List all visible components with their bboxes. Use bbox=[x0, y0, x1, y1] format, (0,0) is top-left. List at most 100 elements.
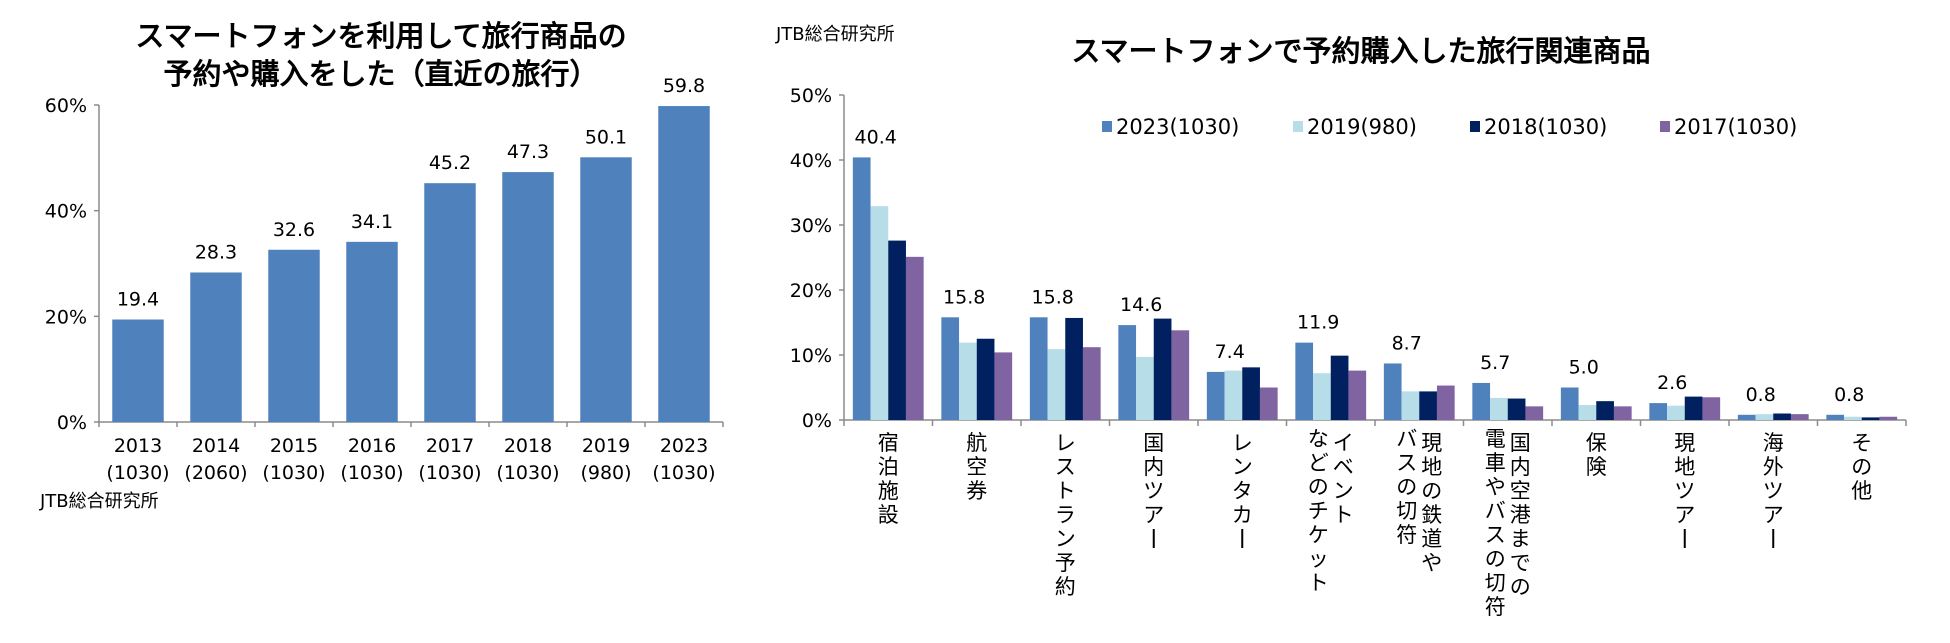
data-label: 8.7 bbox=[1392, 332, 1422, 354]
x-tick-char: ベ bbox=[1333, 455, 1354, 479]
y-tick-label: 10% bbox=[790, 345, 832, 367]
legend-label: 2017(1030) bbox=[1674, 115, 1797, 139]
x-tick-label-year: 2013 bbox=[114, 435, 162, 457]
bar bbox=[580, 157, 632, 422]
x-tick-label-sample: (1030) bbox=[106, 462, 169, 484]
x-tick-char: 港 bbox=[1510, 503, 1531, 527]
data-label: 45.2 bbox=[429, 152, 471, 174]
x-tick-char: ま bbox=[1510, 527, 1531, 551]
x-tick-char: 海 bbox=[1763, 431, 1784, 455]
x-tick-char: 内 bbox=[1143, 455, 1164, 479]
x-tick-char: の bbox=[1421, 479, 1442, 503]
bar-2023 bbox=[1649, 403, 1668, 420]
x-tick-char: ス bbox=[1055, 455, 1076, 479]
x-tick-char: 符 bbox=[1396, 523, 1417, 547]
legend-item: 2023(1030) bbox=[1102, 115, 1239, 139]
chart-title-line-1: スマートフォンを利用して旅行商品の bbox=[135, 19, 626, 53]
x-tick-char: 内 bbox=[1510, 455, 1531, 479]
bar-2018 bbox=[1684, 396, 1703, 420]
x-tick-char: の bbox=[1510, 575, 1531, 599]
legend-swatch bbox=[1470, 121, 1480, 132]
x-tick-char: ス bbox=[1485, 523, 1506, 547]
y-tick-label: 50% bbox=[790, 85, 832, 107]
chart-legend: 2023(1030) 2019(980) 2018(1030) 2017(1030) bbox=[1102, 115, 1797, 139]
chart-data-labels: 19.4 28.3 32.6 34.1 45.2 47.3 50.1 59.8 bbox=[117, 75, 705, 310]
x-tick-char: 現 bbox=[1421, 431, 1442, 455]
bar-2019 bbox=[1313, 373, 1331, 420]
bar-2018 bbox=[1065, 317, 1083, 420]
x-tick-char: ツ bbox=[1763, 479, 1784, 503]
x-tick-char: チ bbox=[1308, 499, 1329, 523]
data-label: 40.4 bbox=[855, 126, 897, 148]
x-tick-char: 宿 bbox=[878, 431, 899, 455]
x-tick-char: 地 bbox=[1674, 455, 1695, 479]
x-tick-char: バ bbox=[1396, 427, 1417, 451]
bar-2018 bbox=[976, 338, 995, 420]
bar-2018 bbox=[1507, 398, 1526, 420]
bar-2023 bbox=[941, 317, 960, 420]
x-tick-label-sample: (980) bbox=[580, 462, 631, 484]
x-tick-label-year: 2017 bbox=[426, 435, 474, 457]
x-tick-char: ツ bbox=[1674, 479, 1695, 503]
chart-x-tick-labels: 宿泊施設航空券レストラン予約国内ツアレンタカイベントなどのチケット現地の鉄道やバ… bbox=[878, 427, 1873, 619]
bar-2023 bbox=[1295, 342, 1314, 420]
bar-2019 bbox=[1490, 397, 1508, 420]
x-tick-char: 約 bbox=[1055, 575, 1076, 599]
x-tick-char: の bbox=[1396, 475, 1417, 499]
bar-2019 bbox=[1667, 405, 1685, 420]
x-tick-label-sample: (1030) bbox=[496, 462, 559, 484]
x-tick-label-year: 2015 bbox=[270, 435, 318, 457]
data-label: 15.8 bbox=[1032, 286, 1074, 308]
chart-data-labels: 40.4 15.8 15.8 14.6 7.4 11.9 8.7 5.7 5.0 2.6 0.8 0.… bbox=[855, 126, 1865, 405]
legend-label: 2023(1030) bbox=[1116, 115, 1239, 139]
chart-smartphone-booking-trend: スマートフォンを利用して旅行商品の 予約や購入をした（直近の旅行） JTB総合研… bbox=[39, 19, 724, 512]
chart-x-tick-labels: 2013 (1030) 2014 (2060) 2015 (1030) 2016 (1030)… bbox=[106, 435, 715, 484]
data-label: 11.9 bbox=[1297, 312, 1339, 334]
bar-2018 bbox=[888, 240, 906, 420]
x-tick-char: 符 bbox=[1485, 595, 1506, 619]
x-tick-label-sample: (1030) bbox=[262, 462, 325, 484]
y-tick-label: 30% bbox=[790, 215, 832, 237]
bar-2018 bbox=[1153, 318, 1172, 420]
x-tick-char: イ bbox=[1333, 431, 1354, 455]
bar-2023 bbox=[1737, 414, 1756, 420]
bar-2023 bbox=[1206, 371, 1225, 420]
x-tick-char: 切 bbox=[1396, 499, 1417, 523]
x-tick-label-year: 2016 bbox=[348, 435, 396, 457]
bar bbox=[190, 272, 242, 422]
x-tick-label-year: 2018 bbox=[504, 435, 552, 457]
data-label: 14.6 bbox=[1120, 294, 1162, 316]
x-tick-char: カ bbox=[1232, 503, 1253, 527]
data-label: 34.1 bbox=[351, 211, 393, 233]
x-tick-char: 地 bbox=[1421, 455, 1442, 479]
data-label: 19.4 bbox=[117, 289, 159, 311]
bar-2019 bbox=[1401, 391, 1420, 420]
legend-swatch bbox=[1102, 121, 1112, 132]
legend-swatch bbox=[1293, 121, 1303, 132]
x-tick-char: ト bbox=[1333, 503, 1354, 527]
bar-2019 bbox=[1224, 370, 1243, 420]
x-tick-char: ア bbox=[1763, 503, 1784, 527]
x-tick-label-sample: (2060) bbox=[184, 462, 247, 484]
x-tick-char: 現 bbox=[1674, 431, 1695, 455]
x-tick-label-year: 2023 bbox=[660, 435, 708, 457]
data-label: 28.3 bbox=[195, 241, 237, 263]
data-label: 5.0 bbox=[1569, 357, 1599, 379]
x-tick-char: 国 bbox=[1143, 431, 1164, 455]
x-tick-char: ン bbox=[1232, 455, 1253, 479]
x-tick-char: 空 bbox=[966, 455, 987, 479]
bar-2017 bbox=[1348, 370, 1367, 420]
bar-2018 bbox=[1419, 391, 1437, 420]
bar bbox=[658, 106, 710, 422]
x-tick-char: 国 bbox=[1510, 431, 1531, 455]
bar-2017 bbox=[1082, 347, 1101, 420]
bar-2017 bbox=[994, 352, 1013, 420]
bar bbox=[502, 172, 554, 422]
